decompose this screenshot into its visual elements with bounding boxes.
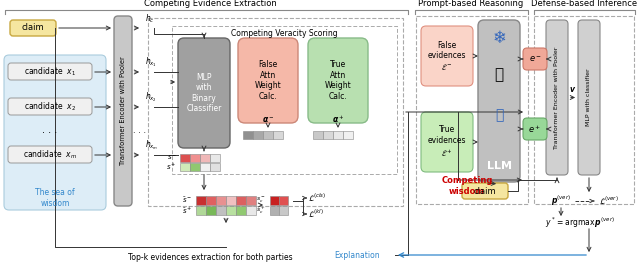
Text: Explanation: Explanation (334, 250, 380, 260)
FancyBboxPatch shape (114, 16, 132, 206)
Text: $y^* = \mathrm{argmax}\,\boldsymbol{p}^{(ver)}$: $y^* = \mathrm{argmax}\,\boldsymbol{p}^{… (545, 216, 615, 230)
FancyBboxPatch shape (216, 206, 226, 215)
Text: Competing Veracity Scoring: Competing Veracity Scoring (231, 29, 338, 38)
FancyBboxPatch shape (216, 196, 226, 205)
FancyBboxPatch shape (323, 131, 333, 139)
Text: Competing Evidence Extraction: Competing Evidence Extraction (143, 0, 276, 8)
Text: LLM: LLM (486, 161, 511, 171)
Text: $\bar{s}^+$: $\bar{s}^+$ (182, 205, 192, 216)
Text: Top-k evidences extraction for both parties: Top-k evidences extraction for both part… (128, 252, 292, 261)
FancyBboxPatch shape (178, 38, 230, 148)
FancyBboxPatch shape (8, 98, 92, 115)
FancyBboxPatch shape (210, 163, 220, 171)
Text: $e^-$: $e^-$ (529, 54, 541, 64)
Text: $s_c^-$: $s_c^-$ (257, 196, 266, 205)
Text: $\mathcal{L}^{(ver)}$: $\mathcal{L}^{(ver)}$ (599, 195, 619, 207)
Text: · · ·: · · · (42, 128, 58, 138)
FancyBboxPatch shape (253, 131, 263, 139)
FancyBboxPatch shape (200, 163, 210, 171)
Text: candidate  $x_1$: candidate $x_1$ (24, 66, 76, 78)
Text: $\boldsymbol{v}$: $\boldsymbol{v}$ (570, 84, 577, 94)
FancyBboxPatch shape (313, 131, 323, 139)
FancyBboxPatch shape (238, 38, 298, 123)
Text: $h_{x_1}$: $h_{x_1}$ (145, 55, 157, 69)
Text: $\bar{s}^-$: $\bar{s}^-$ (182, 196, 192, 205)
Text: $h_c$: $h_c$ (145, 13, 155, 25)
FancyBboxPatch shape (523, 48, 547, 70)
Text: $h_{x_m}$: $h_{x_m}$ (145, 138, 158, 152)
Text: · · ·: · · · (133, 129, 147, 138)
FancyBboxPatch shape (210, 154, 220, 162)
Text: $\mathcal{L}^{(kl)}$: $\mathcal{L}^{(kl)}$ (308, 208, 324, 220)
FancyBboxPatch shape (246, 196, 256, 205)
Text: $s^-$: $s^-$ (166, 154, 177, 163)
Text: $\boldsymbol{\alpha}^+$: $\boldsymbol{\alpha}^+$ (332, 113, 344, 125)
Text: $\mathcal{L}^{(cls)}$: $\mathcal{L}^{(cls)}$ (308, 192, 326, 204)
FancyBboxPatch shape (8, 146, 92, 163)
FancyBboxPatch shape (4, 55, 106, 210)
FancyBboxPatch shape (236, 196, 246, 205)
Text: 〜: 〜 (495, 108, 503, 122)
FancyBboxPatch shape (206, 206, 216, 215)
FancyBboxPatch shape (546, 20, 568, 175)
FancyBboxPatch shape (523, 118, 547, 140)
Text: The sea of
wisdom: The sea of wisdom (35, 188, 75, 208)
FancyBboxPatch shape (246, 206, 256, 215)
FancyBboxPatch shape (333, 131, 343, 139)
Text: False
evidences
$\mathcal{E}^-$: False evidences $\mathcal{E}^-$ (428, 41, 467, 72)
Text: $\boldsymbol{\alpha}^-$: $\boldsymbol{\alpha}^-$ (262, 115, 274, 125)
FancyBboxPatch shape (270, 206, 279, 215)
FancyBboxPatch shape (578, 20, 600, 175)
FancyBboxPatch shape (279, 206, 288, 215)
Text: Competing
wisdom: Competing wisdom (442, 176, 493, 196)
FancyBboxPatch shape (196, 206, 206, 215)
FancyBboxPatch shape (226, 196, 236, 205)
FancyBboxPatch shape (279, 196, 288, 205)
Text: $h_{x_2}$: $h_{x_2}$ (145, 90, 157, 104)
FancyBboxPatch shape (421, 112, 473, 172)
Text: ❄: ❄ (492, 29, 506, 47)
Text: claim: claim (474, 186, 496, 195)
Text: MLP
with
Binary
Classifier: MLP with Binary Classifier (186, 73, 221, 113)
Text: claim: claim (22, 23, 44, 33)
Text: False
Attn
Weight
Calc.: False Attn Weight Calc. (255, 60, 282, 101)
Text: $s^+$: $s^+$ (166, 162, 177, 172)
FancyBboxPatch shape (196, 196, 206, 205)
Text: True
Attn
Weight
Calc.: True Attn Weight Calc. (324, 60, 351, 101)
Text: Defense-based Inference: Defense-based Inference (531, 0, 637, 8)
FancyBboxPatch shape (180, 163, 190, 171)
FancyBboxPatch shape (200, 154, 210, 162)
FancyBboxPatch shape (180, 154, 190, 162)
Text: $s_c^+$: $s_c^+$ (257, 205, 266, 216)
FancyBboxPatch shape (226, 206, 236, 215)
FancyBboxPatch shape (462, 183, 508, 199)
FancyBboxPatch shape (308, 38, 368, 123)
Text: Prompt-based Reasoning: Prompt-based Reasoning (419, 0, 524, 8)
FancyBboxPatch shape (190, 163, 200, 171)
FancyBboxPatch shape (8, 63, 92, 80)
FancyBboxPatch shape (270, 196, 279, 205)
FancyBboxPatch shape (243, 131, 253, 139)
Text: Transformer Encoder with Pooler: Transformer Encoder with Pooler (120, 57, 126, 165)
Text: candidate  $x_2$: candidate $x_2$ (24, 101, 76, 113)
FancyBboxPatch shape (263, 131, 273, 139)
FancyBboxPatch shape (478, 20, 520, 182)
FancyBboxPatch shape (236, 206, 246, 215)
FancyBboxPatch shape (190, 154, 200, 162)
Text: $e^+$: $e^+$ (529, 123, 541, 135)
Text: True
evidences
$\mathcal{E}^+$: True evidences $\mathcal{E}^+$ (428, 125, 467, 159)
Text: Transformer Encoder with Pooler: Transformer Encoder with Pooler (554, 46, 559, 149)
FancyBboxPatch shape (206, 196, 216, 205)
Text: MLP with classifier: MLP with classifier (586, 69, 591, 126)
Text: candidate  $x_m$: candidate $x_m$ (23, 149, 77, 161)
FancyBboxPatch shape (343, 131, 353, 139)
FancyBboxPatch shape (421, 26, 473, 86)
FancyBboxPatch shape (273, 131, 283, 139)
FancyBboxPatch shape (10, 20, 56, 36)
Text: 🤖: 🤖 (495, 68, 504, 83)
Text: $\boldsymbol{p}^{(ver)}$: $\boldsymbol{p}^{(ver)}$ (551, 194, 571, 208)
